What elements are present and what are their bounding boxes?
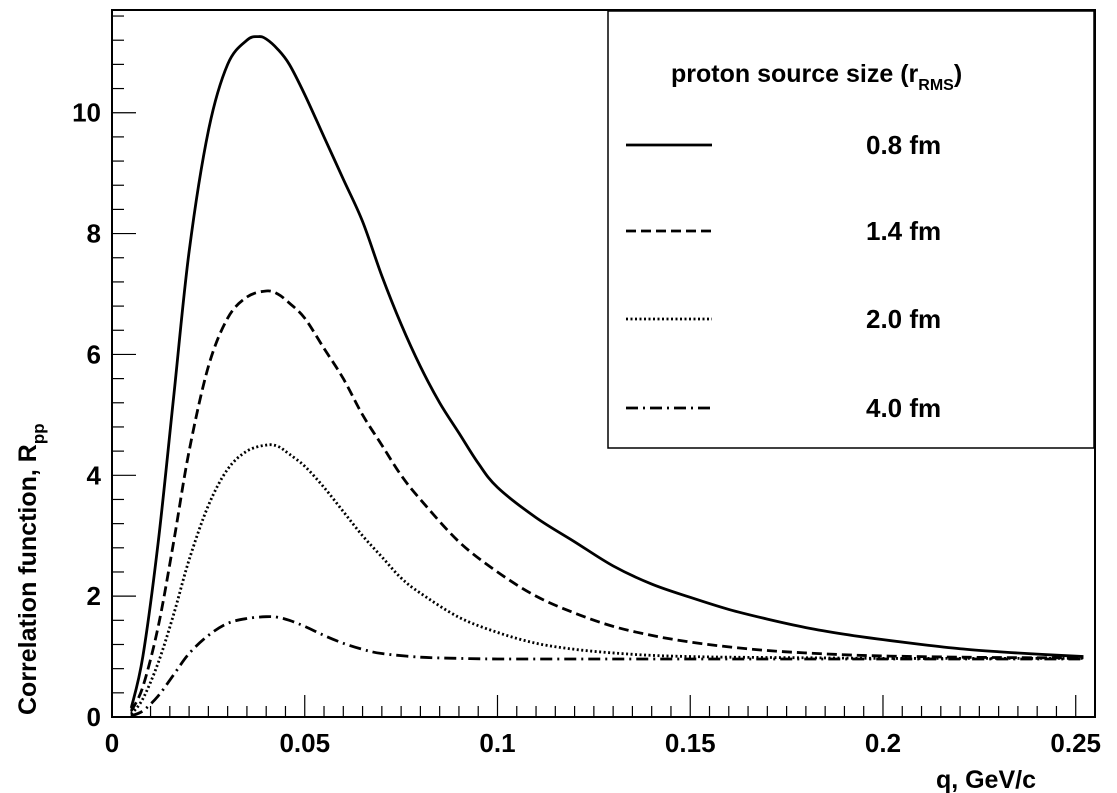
series-line-2 [130,443,1084,715]
x-tick-label: 0.15 [665,728,716,758]
plot-frame [111,9,1096,718]
series-line-0 [129,35,1084,709]
series-line-1 [130,289,1084,712]
x-tick-label: 0.05 [279,728,330,758]
legend-label-3: 4.0 fm [866,393,941,423]
y-tick-label: 6 [87,339,101,369]
y-tick-label: 8 [87,219,101,249]
legend-title-main: proton source size (r [671,60,919,88]
y-tick-label: 0 [87,702,101,732]
x-axis-label: q, GeV/c [936,766,1036,793]
legend: proton source size (rRMS) 0.8 fm 1.4 fm 2.… [607,10,1095,449]
legend-entries: 0.8 fm 1.4 fm 2.0 fm 4.0 fm [626,130,941,423]
y-axis-ticks: 0 2 4 6 8 10 [72,15,136,732]
x-axis-ticks: 0 0.05 0.1 0.15 0.2 0.25 [105,695,1101,758]
legend-label-2: 2.0 fm [866,304,941,334]
x-tick-label: 0.1 [479,728,515,758]
legend-box [607,10,1095,449]
x-tick-label: 0.25 [1050,728,1101,758]
y-tick-label: 10 [72,98,101,128]
series-curves [129,35,1084,718]
legend-label-0: 0.8 fm [866,130,941,160]
y-tick-label: 4 [87,460,102,490]
y-tick-label: 2 [87,581,101,611]
y-axis-label: Correlation function, Rpp [14,423,48,715]
legend-title-close: ) [954,60,962,88]
y-axis-label-subscript: pp [29,423,48,444]
y-axis-label-main: Correlation function, R [14,444,42,715]
legend-title: proton source size (rRMS) [671,60,962,94]
x-tick-label: 0.2 [865,728,901,758]
legend-title-subscript: RMS [918,77,954,94]
x-tick-label: 0 [105,728,119,758]
series-line-3 [130,615,1084,718]
legend-label-1: 1.4 fm [866,216,941,246]
